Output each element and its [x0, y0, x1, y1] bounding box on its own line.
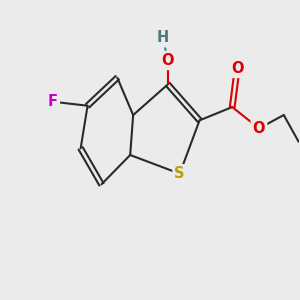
Text: O: O [253, 121, 265, 136]
Text: H: H [157, 30, 169, 45]
Text: F: F [48, 94, 58, 109]
Text: S: S [175, 166, 185, 181]
Text: O: O [231, 61, 243, 76]
Text: O: O [162, 53, 174, 68]
